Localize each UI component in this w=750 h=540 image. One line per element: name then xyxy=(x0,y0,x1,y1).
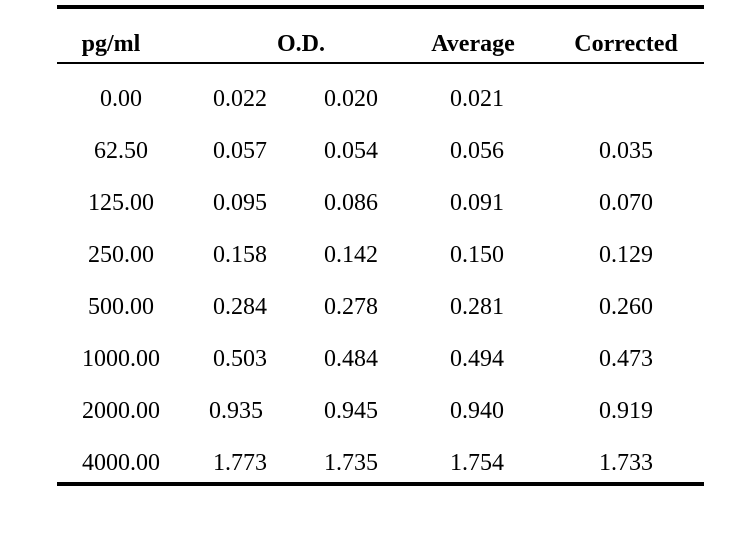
cell-od2: 0.945 xyxy=(324,398,378,424)
cell-od2: 1.735 xyxy=(324,450,378,476)
header-corrected: Corrected xyxy=(574,31,678,57)
cell-od2: 0.278 xyxy=(324,294,378,320)
header-pg-ml: pg/ml xyxy=(81,31,141,57)
cell-od2: 0.086 xyxy=(324,190,378,216)
cell-corrected: 0.129 xyxy=(599,242,653,268)
cell-corrected: 0.919 xyxy=(599,398,653,424)
cell-average: 0.021 xyxy=(450,86,504,112)
header-rule xyxy=(57,62,704,64)
top-rule xyxy=(57,5,704,9)
cell-od1: 0.158 xyxy=(213,242,267,268)
header-od: O.D. xyxy=(277,31,325,57)
cell-od1: 0.935 xyxy=(209,398,263,424)
cell-average: 0.281 xyxy=(450,294,504,320)
cell-od1: 0.022 xyxy=(213,86,267,112)
cell-pg: 0.00 xyxy=(100,86,142,112)
cell-pg: 2000.00 xyxy=(82,398,160,424)
cell-pg: 125.00 xyxy=(88,190,154,216)
cell-corrected: 0.473 xyxy=(599,346,653,372)
cell-pg: 1000.00 xyxy=(82,346,160,372)
cell-pg: 250.00 xyxy=(88,242,154,268)
cell-corrected: 1.733 xyxy=(599,450,653,476)
cell-od1: 0.284 xyxy=(213,294,267,320)
cell-pg: 62.50 xyxy=(94,138,148,164)
cell-average: 0.940 xyxy=(450,398,504,424)
cell-od1: 1.773 xyxy=(213,450,267,476)
header-average: Average xyxy=(431,31,515,57)
cell-od1: 0.095 xyxy=(213,190,267,216)
cell-corrected: 0.260 xyxy=(599,294,653,320)
cell-pg: 4000.00 xyxy=(82,450,160,476)
cell-od2: 0.054 xyxy=(324,138,378,164)
cell-od1: 0.503 xyxy=(213,346,267,372)
cell-average: 0.091 xyxy=(450,190,504,216)
bottom-rule xyxy=(57,482,704,486)
cell-od1: 0.057 xyxy=(213,138,267,164)
cell-average: 0.056 xyxy=(450,138,504,164)
cell-corrected: 0.070 xyxy=(599,190,653,216)
cell-average: 0.150 xyxy=(450,242,504,268)
cell-corrected: 0.035 xyxy=(599,138,653,164)
cell-pg: 500.00 xyxy=(88,294,154,320)
cell-od2: 0.020 xyxy=(324,86,378,112)
cell-average: 1.754 xyxy=(450,450,504,476)
cell-od2: 0.142 xyxy=(324,242,378,268)
cell-average: 0.494 xyxy=(450,346,504,372)
cell-od2: 0.484 xyxy=(324,346,378,372)
